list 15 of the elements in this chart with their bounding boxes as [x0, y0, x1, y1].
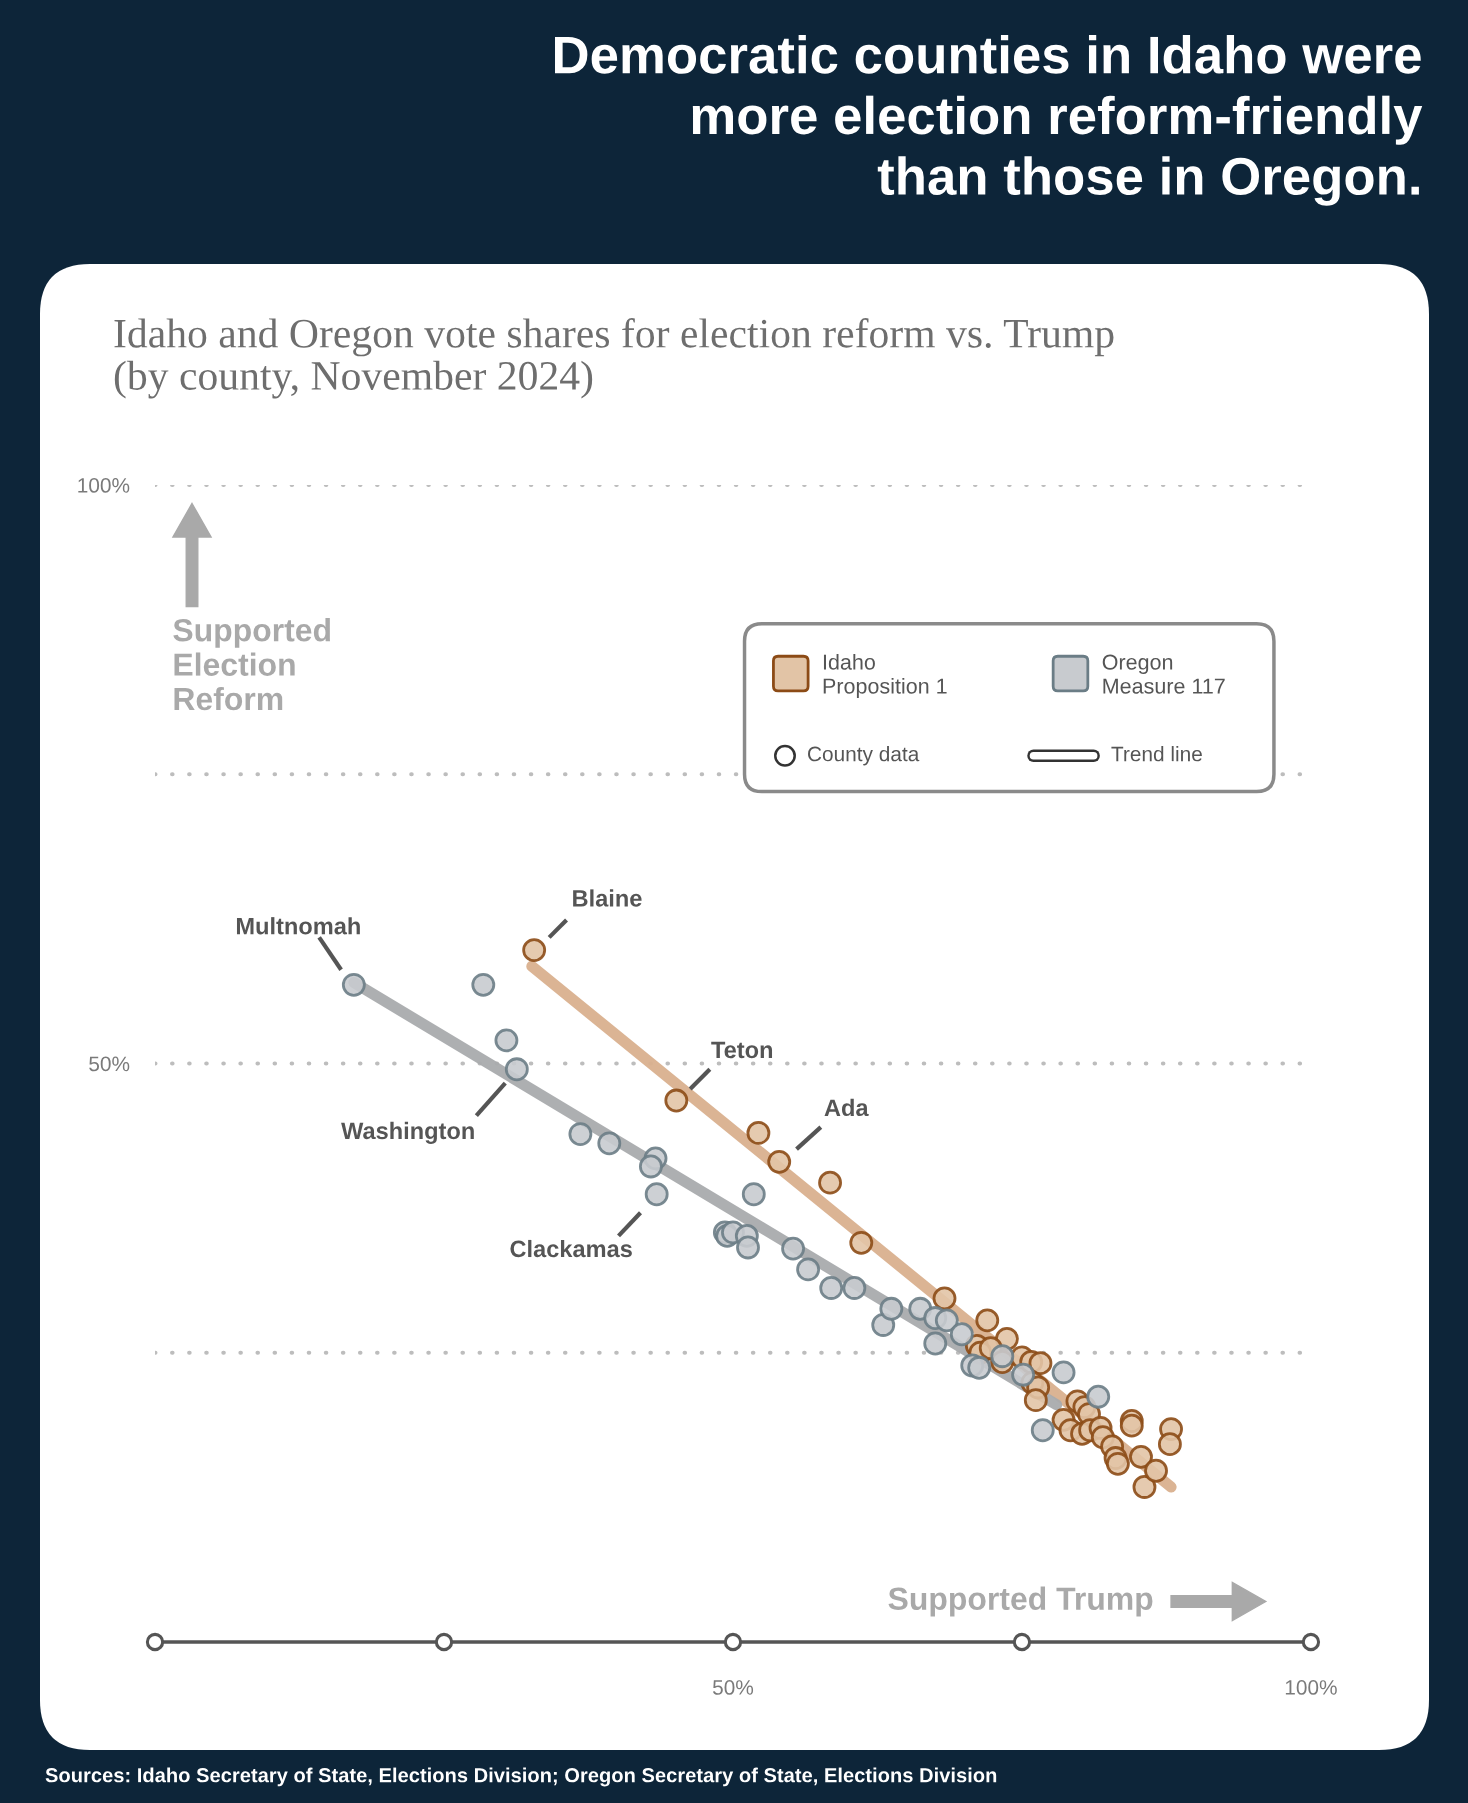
annotation: Blaine: [573, 889, 642, 907]
x-axis-title: Supported Trump: [888, 1586, 1153, 1617]
chart-title: Democratic counties in Idaho were more election reform-friendly than those in Oregon.: [555, 35, 1423, 206]
legend-label: Oregon Measure 117: [1102, 654, 1225, 694]
y-axis-title: Supported Election Reform: [173, 618, 330, 711]
annotation: Multnomah: [236, 917, 360, 935]
chart-subtitle: Idaho and Oregon vote shares for election reform vs. Trump (by county, November 2024): [114, 318, 1114, 399]
annotation: County data: [808, 746, 920, 766]
annotation: Ada: [824, 1098, 869, 1117]
annotation: Clackamas: [510, 1239, 632, 1258]
annotation: Teton: [711, 1041, 773, 1059]
legend-label: Idaho Proposition 1: [823, 653, 947, 698]
source-note: Sources: Idaho Secretary of State, Elections Division; Oregon Secretary of State, Elections Division: [45, 1767, 997, 1787]
annotation: Washington: [341, 1121, 474, 1144]
annotation: Trend line: [1111, 746, 1202, 762]
